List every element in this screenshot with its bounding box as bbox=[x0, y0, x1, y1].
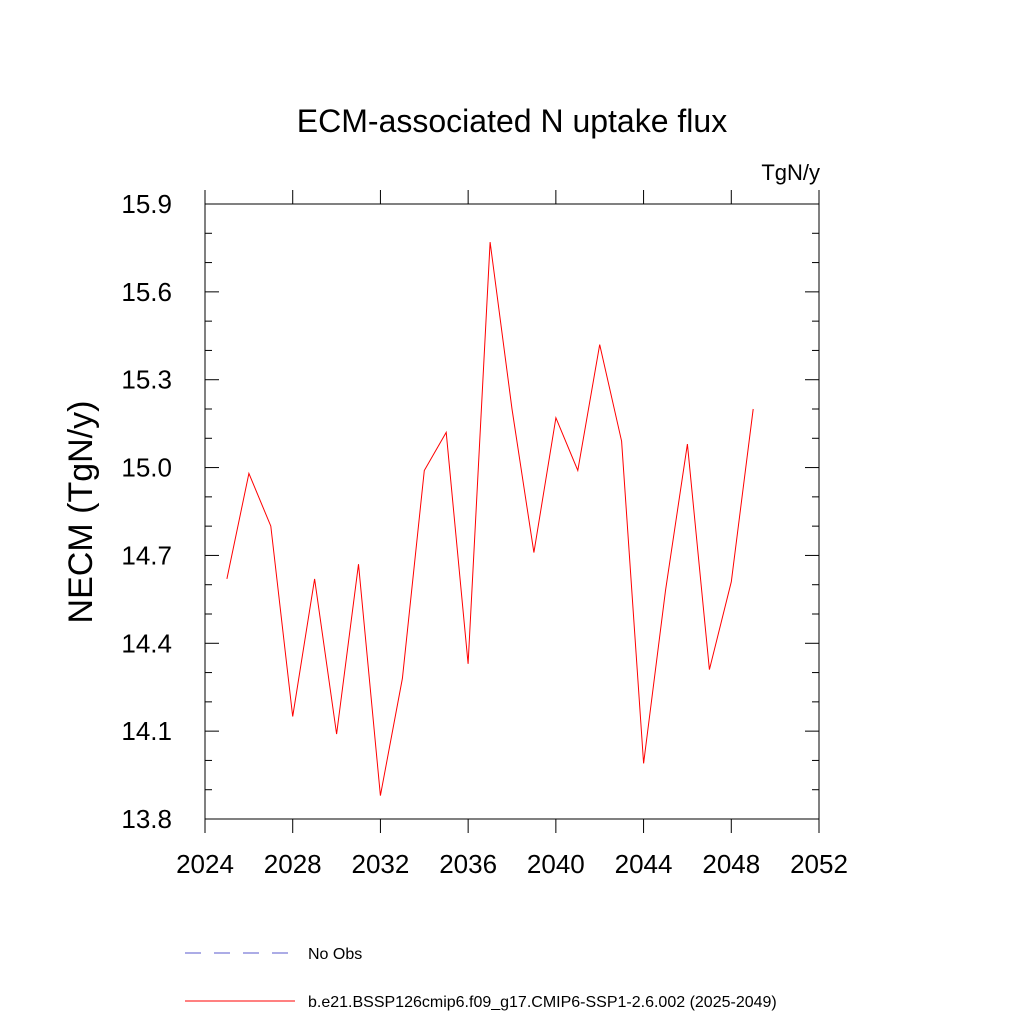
x-tick-label: 2036 bbox=[439, 849, 497, 879]
x-tick-label: 2052 bbox=[790, 849, 848, 879]
x-tick-label: 2024 bbox=[176, 849, 234, 879]
y-axis-label: NECM (TgN/y) bbox=[62, 401, 100, 624]
series-line bbox=[226, 242, 754, 796]
plot-frame bbox=[204, 203, 820, 820]
axis-tick-labels: 2024 2028 2032 2036 2040 2044 2048 2052 13.8 14.1… bbox=[121, 189, 848, 879]
legend-label-no-obs: No Obs bbox=[308, 946, 362, 963]
y-tick-label: 15.3 bbox=[121, 365, 172, 395]
x-tick-label: 2028 bbox=[264, 849, 322, 879]
x-tick-label: 2032 bbox=[352, 849, 410, 879]
y-tick-label: 14.4 bbox=[121, 628, 172, 658]
data-series bbox=[226, 242, 754, 796]
y-tick-label: 14.7 bbox=[121, 540, 172, 570]
x-tick-label: 2048 bbox=[702, 849, 760, 879]
y-tick-label: 14.1 bbox=[121, 716, 172, 746]
legend: No Obs b.e21.BSSP126cmip6.f09_g17.CMIP6-… bbox=[185, 946, 777, 1011]
y-tick-label: 15.0 bbox=[121, 453, 172, 483]
chart-title: ECM-associated N uptake flux bbox=[297, 103, 727, 139]
y-tick-label: 15.6 bbox=[121, 277, 172, 307]
units-label: TgN/y bbox=[761, 160, 820, 185]
legend-label-simulation: b.e21.BSSP126cmip6.f09_g17.CMIP6-SSP1-2.… bbox=[308, 994, 777, 1011]
y-tick-label: 13.8 bbox=[121, 804, 172, 834]
y-tick-label: 15.9 bbox=[121, 189, 172, 219]
x-tick-label: 2044 bbox=[615, 849, 673, 879]
axis-ticks bbox=[204, 190, 820, 833]
x-tick-label: 2040 bbox=[527, 849, 585, 879]
